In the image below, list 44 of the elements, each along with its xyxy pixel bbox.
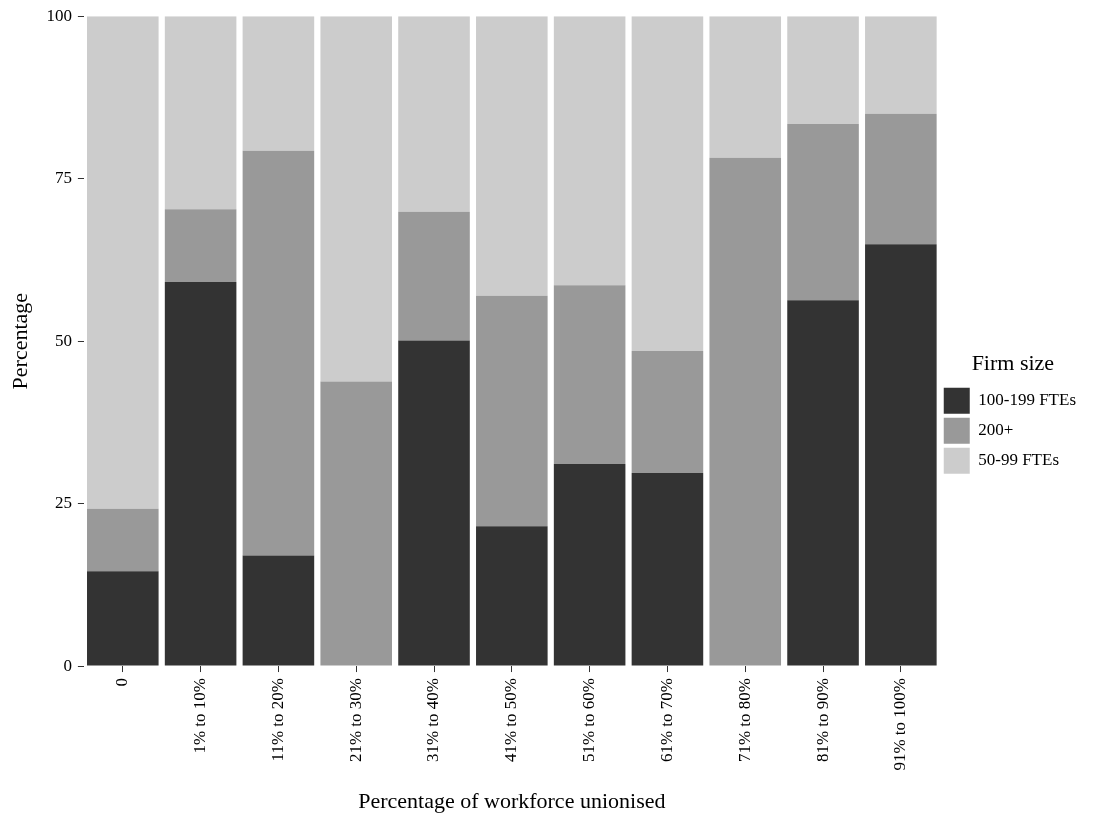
y-axis-title: Percentage — [6, 292, 32, 390]
bar — [865, 113, 937, 245]
x-tick-label: 21% to 30% — [345, 678, 365, 763]
bar — [709, 16, 782, 158]
bar — [242, 150, 315, 556]
bar — [631, 16, 704, 351]
legend-title: Firm size — [971, 350, 1055, 376]
bar — [476, 295, 548, 527]
y-tick-label: 100 — [46, 5, 72, 25]
bar — [476, 16, 548, 296]
bar — [164, 16, 237, 210]
x-tick-label: 0 — [112, 678, 132, 687]
x-tick-label: 1% to 10% — [190, 678, 210, 754]
y-tick-label: 75 — [54, 168, 72, 188]
x-tick-label: 31% to 40% — [423, 678, 443, 763]
legend-label: 50-99 FTEs — [978, 450, 1059, 470]
y-tick-label: 25 — [54, 493, 72, 513]
bar — [398, 211, 470, 341]
x-tick-label: 11% to 20% — [267, 678, 287, 762]
x-axis-title: Percentage of workforce unionised — [358, 787, 666, 813]
bar — [164, 209, 237, 282]
bar — [320, 16, 393, 382]
x-tick-label: 51% to 60% — [579, 678, 599, 763]
bar — [787, 124, 859, 301]
legend-label: 200+ — [978, 420, 1014, 440]
x-tick-label: 81% to 90% — [812, 678, 832, 763]
x-tick-label: 91% to 100% — [890, 678, 910, 771]
bar — [87, 508, 159, 572]
y-tick-label: 0 — [63, 655, 72, 675]
bar — [787, 16, 859, 125]
bar — [553, 285, 626, 464]
x-tick-label: 71% to 80% — [734, 678, 754, 763]
bar — [242, 16, 315, 151]
bar — [87, 16, 159, 509]
bar — [398, 16, 470, 212]
x-tick-label: 61% to 70% — [656, 678, 676, 763]
bar — [709, 157, 782, 666]
bar — [865, 16, 937, 114]
y-tick-label: 50 — [54, 330, 72, 350]
bar — [320, 381, 393, 666]
legend-label: 100-199 FTEs — [978, 390, 1076, 410]
x-tick-label: 41% to 50% — [501, 678, 521, 763]
bar — [631, 350, 704, 474]
bar — [553, 16, 626, 286]
